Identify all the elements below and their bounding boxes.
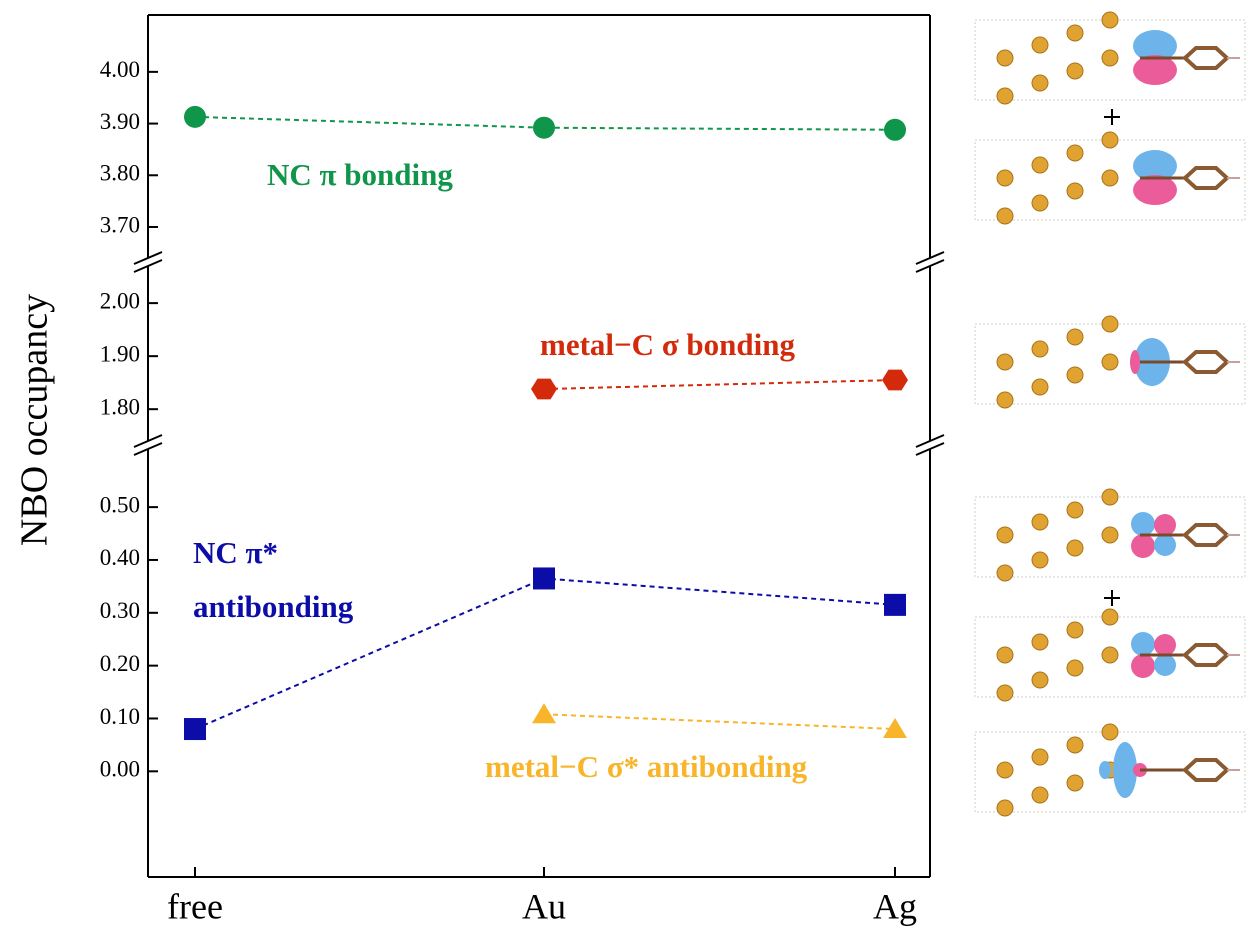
atom — [1067, 183, 1083, 199]
marker — [532, 703, 556, 723]
series-label: metal−C σ* antibonding — [485, 740, 807, 794]
atom — [1102, 354, 1118, 370]
atom — [1102, 527, 1118, 543]
ring — [1185, 48, 1227, 68]
atom — [1032, 552, 1048, 568]
y-tick-label: 0.40 — [100, 545, 140, 570]
lobe — [1154, 534, 1176, 556]
y-tick-label: 4.00 — [100, 57, 140, 82]
atom — [1032, 195, 1048, 211]
atom — [997, 647, 1013, 663]
atom — [997, 565, 1013, 581]
ring — [1185, 645, 1227, 665]
atom — [1032, 749, 1048, 765]
lobe — [1154, 654, 1176, 676]
y-tick-label: 0.00 — [100, 757, 140, 782]
atom — [997, 762, 1013, 778]
atom — [1032, 672, 1048, 688]
atom — [1067, 367, 1083, 383]
atom — [1067, 63, 1083, 79]
y-tick-label: 0.50 — [100, 492, 140, 517]
lobe — [1131, 654, 1155, 678]
atom — [1102, 170, 1118, 186]
atom — [997, 88, 1013, 104]
atom — [1102, 50, 1118, 66]
marker — [531, 379, 557, 400]
atom — [1032, 341, 1048, 357]
atom — [1032, 514, 1048, 530]
y-tick-label: 3.80 — [100, 161, 140, 186]
atom — [1102, 647, 1118, 663]
atom — [1032, 37, 1048, 53]
ring — [1185, 525, 1227, 545]
y-axis-label: NBO occupancy — [14, 294, 56, 546]
atom — [1067, 622, 1083, 638]
atom — [1032, 379, 1048, 395]
y-tick-label: 0.20 — [100, 651, 140, 676]
atom — [1032, 157, 1048, 173]
atom — [1102, 132, 1118, 148]
marker — [184, 106, 206, 128]
atom — [1067, 502, 1083, 518]
figure: NBO occupancy free Au Ag 3.70 3.80 3.90 4.00 1.… — [0, 0, 1248, 937]
lobe — [1131, 512, 1155, 536]
atom — [1067, 540, 1083, 556]
orbital-illustrations — [975, 12, 1245, 816]
series-label: NC π bonding — [267, 148, 453, 202]
atom — [1102, 12, 1118, 28]
series-line — [544, 380, 895, 389]
atom — [997, 354, 1013, 370]
ring — [1185, 760, 1227, 780]
atom — [1102, 609, 1118, 625]
marker — [184, 718, 206, 740]
marker — [533, 567, 555, 589]
series-line — [544, 714, 895, 729]
atom — [997, 685, 1013, 701]
atom — [1067, 737, 1083, 753]
y-tick-label: 1.80 — [100, 394, 140, 419]
y-tick-label: 0.10 — [100, 704, 140, 729]
atom — [997, 208, 1013, 224]
series-label: metal−C σ bonding — [540, 318, 795, 372]
y-tick-label: 0.30 — [100, 598, 140, 623]
chart: NBO occupancy free Au Ag 3.70 3.80 3.90 4.00 1.… — [0, 0, 1248, 937]
atom — [1032, 634, 1048, 650]
atom — [1067, 775, 1083, 791]
marker — [884, 119, 906, 141]
x-tick-label: Ag — [873, 886, 917, 926]
atom — [997, 170, 1013, 186]
y-tick-label: 3.70 — [100, 212, 140, 237]
y-tick-label: 1.90 — [100, 341, 140, 366]
atom — [1067, 660, 1083, 676]
atom — [1067, 329, 1083, 345]
y-tick-label: 2.00 — [100, 288, 140, 313]
marker — [884, 594, 906, 616]
atom — [997, 50, 1013, 66]
atom — [997, 527, 1013, 543]
atom — [1102, 489, 1118, 505]
lobe — [1131, 534, 1155, 558]
atom — [1102, 316, 1118, 332]
atom — [997, 800, 1013, 816]
series-label: NC π* antibonding — [193, 526, 423, 634]
x-tick-label: free — [167, 886, 223, 926]
atom — [1067, 25, 1083, 41]
lobe — [1154, 514, 1176, 536]
lobe — [1131, 632, 1155, 656]
atom — [1032, 787, 1048, 803]
lobe — [1154, 634, 1176, 656]
ring — [1185, 352, 1227, 372]
atom — [1067, 145, 1083, 161]
marker — [882, 370, 908, 391]
marker — [533, 117, 555, 139]
atom — [997, 392, 1013, 408]
y-tick-label: 3.90 — [100, 109, 140, 134]
lobe — [1099, 761, 1111, 779]
ring — [1185, 168, 1227, 188]
atom — [1102, 724, 1118, 740]
x-tick-label: Au — [522, 886, 566, 926]
atom — [1032, 75, 1048, 91]
lobe — [1130, 350, 1140, 374]
